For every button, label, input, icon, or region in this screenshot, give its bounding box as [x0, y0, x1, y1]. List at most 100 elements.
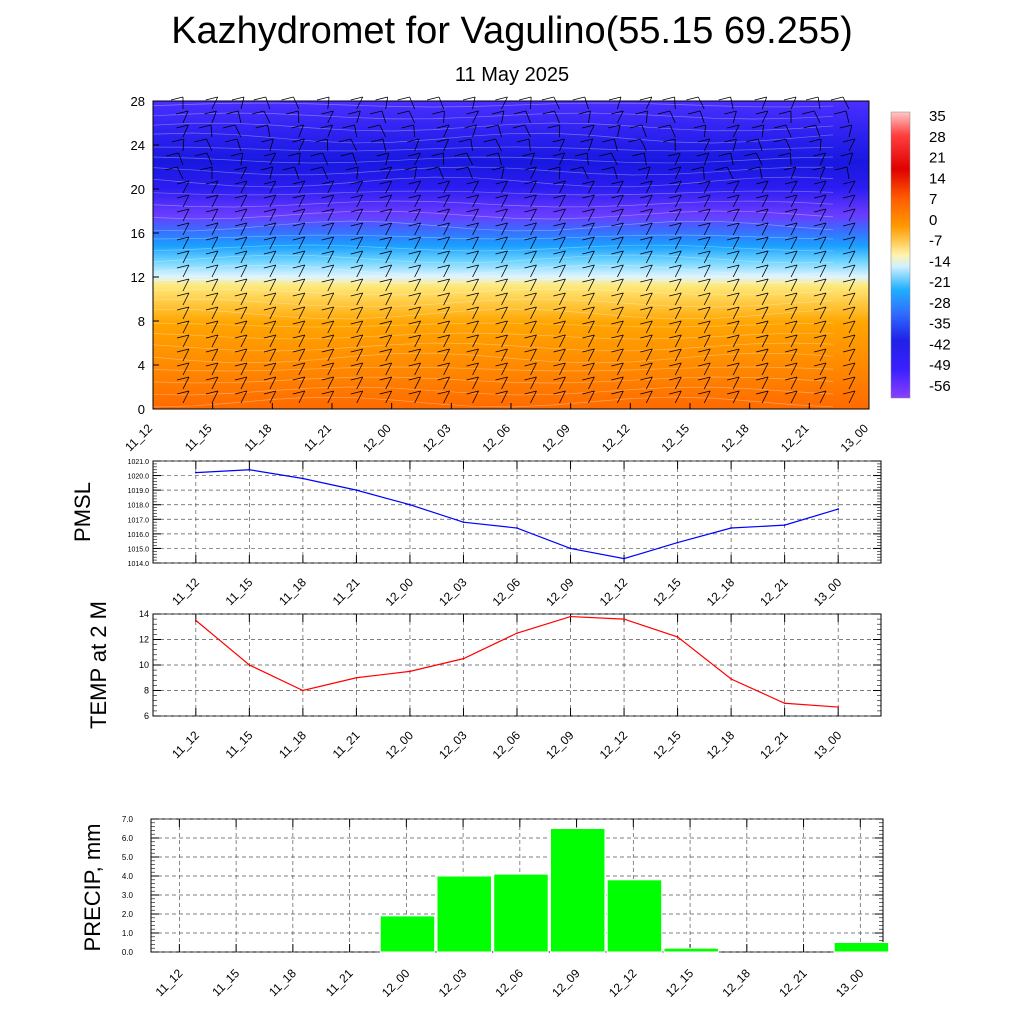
wind-barb [732, 390, 740, 404]
precip-bar [663, 947, 719, 953]
wind-barb [848, 362, 856, 376]
wind-barb [698, 362, 711, 367]
wind-barb [848, 138, 856, 152]
wind-barb [294, 166, 300, 180]
wind-barb [291, 124, 304, 129]
wind-barb [703, 166, 705, 180]
wind-barb [616, 376, 624, 390]
wind-barb [327, 250, 335, 264]
wind-barb [524, 292, 537, 297]
wind-barb [602, 138, 615, 143]
wind-barb [269, 194, 277, 208]
wind-barb [582, 194, 595, 199]
wind-barb [848, 306, 856, 320]
wind-barb [356, 390, 364, 404]
wind-barb [640, 362, 653, 367]
wind-barb [234, 264, 248, 269]
wind-barb [170, 96, 184, 101]
wind-barb [819, 320, 827, 334]
wind-barb [298, 362, 306, 376]
wind-barb [263, 306, 276, 311]
y-tick-label: 6 [144, 711, 149, 721]
wind-barb [842, 222, 856, 227]
wind-barb [813, 376, 827, 381]
wind-barb [466, 362, 479, 367]
wind-barb [559, 348, 566, 362]
wind-barb [582, 348, 595, 353]
wind-barb [813, 362, 827, 367]
wind-barb [645, 96, 653, 110]
wind-barb [530, 362, 537, 376]
wind-barb [572, 96, 585, 101]
wind-barb [466, 334, 479, 339]
wind-barb [524, 250, 537, 255]
wind-barb [269, 222, 277, 236]
contour-line [152, 298, 834, 308]
wind-barb [698, 278, 711, 283]
y-tick-label: 14 [139, 609, 149, 619]
wind-barb [784, 292, 798, 297]
contour-line [152, 156, 834, 164]
wind-barb [385, 208, 393, 222]
heatmap-panel: 0 4 8 12 16 20 24 28 11_12 11_15 11_18 11_21 12_00 12… [122, 94, 950, 455]
wind-barb [414, 208, 422, 222]
colorbar-label: -42 [929, 336, 951, 353]
wind-barb [616, 194, 624, 208]
x-tick-label: 12_06 [492, 966, 526, 1000]
wind-barb [436, 138, 449, 143]
wind-barb [848, 376, 856, 390]
data-point [194, 619, 197, 622]
wind-barb [582, 320, 595, 325]
wind-barb [588, 390, 595, 404]
wind-barb [524, 236, 537, 241]
wind-barb [613, 166, 618, 180]
wind-barb [350, 278, 363, 283]
precip-panel: 0.0 1.0 2.0 3.0 4.0 5.0 6.0 7.0 11_12 11_15 11_18 1… [80, 815, 890, 1000]
wind-barb [698, 348, 711, 353]
wind-barb [182, 376, 190, 390]
wind-barb [553, 208, 566, 213]
wind-barb [698, 320, 711, 325]
wind-barb [842, 362, 856, 367]
wind-barb [379, 236, 392, 241]
wind-barb [501, 376, 508, 390]
x-tick-label: 11_15 [182, 421, 215, 454]
wind-barb [611, 180, 624, 185]
wind-barb [327, 194, 335, 208]
wind-barb [528, 138, 531, 152]
contour-line [152, 122, 834, 132]
wind-barb [790, 166, 797, 180]
wind-barb [698, 222, 711, 227]
x-tick-label: 11_18 [266, 966, 299, 999]
wind-barb [703, 138, 711, 152]
wind-barb [327, 376, 335, 390]
wind-barb [588, 306, 595, 320]
wind-barb [582, 334, 595, 339]
wind-barb [501, 236, 508, 250]
wind-barb [559, 320, 566, 334]
wind-barb [298, 278, 306, 292]
wind-barb [813, 250, 827, 255]
wind-barb [703, 124, 707, 138]
wind-barb [327, 208, 335, 222]
wind-barb [703, 194, 711, 208]
wind-barb [350, 208, 363, 213]
y-tick-label: 0 [138, 402, 145, 417]
wind-barb [559, 264, 566, 278]
wind-barb [263, 222, 276, 227]
wind-barb [588, 292, 595, 306]
data-point [837, 508, 840, 510]
wind-barb [269, 264, 277, 278]
wind-barb [611, 334, 624, 339]
x-tick-label: 11_15 [209, 966, 242, 999]
wind-barb [204, 110, 217, 115]
contour-line [152, 210, 834, 220]
wind-barb [292, 264, 305, 269]
wind-barb [819, 222, 827, 236]
y-tick-label: 2.0 [122, 910, 134, 919]
precip-bar [833, 942, 890, 953]
wind-barb [698, 292, 711, 297]
wind-barb [292, 236, 305, 241]
wind-barb [616, 110, 624, 124]
wind-barb [669, 320, 682, 325]
